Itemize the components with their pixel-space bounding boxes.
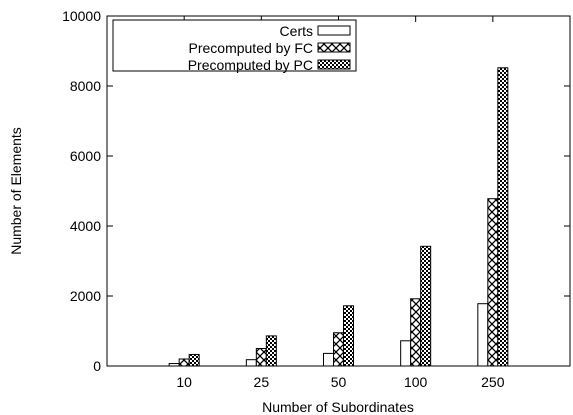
bar-empty-100 xyxy=(400,340,412,367)
bar-empty-50 xyxy=(323,352,334,367)
x-axis-label: Number of Subordinates xyxy=(262,399,414,415)
y-tick-label: 6000 xyxy=(70,148,101,164)
y-tick-label: 8000 xyxy=(70,78,101,94)
y-axis: 0 2000 4000 6000 8000 10000 xyxy=(62,8,570,374)
bar-dense-dots-50 xyxy=(343,305,354,367)
y-tick-label: 0 xyxy=(93,358,101,374)
legend-swatch xyxy=(317,42,351,53)
bar-dense-dots-250 xyxy=(497,67,509,367)
x-tick-label: 10 xyxy=(176,374,192,390)
bars-group xyxy=(168,67,509,367)
legend-label: Precomputed by PC xyxy=(188,57,313,73)
bar-dense-dots-100 xyxy=(420,245,432,367)
legend-label: Certs xyxy=(280,23,313,39)
legend-frame xyxy=(112,19,357,72)
bar-empty-10 xyxy=(168,363,180,367)
bar-crosshatch-100 xyxy=(410,298,422,367)
y-tick-label: 4000 xyxy=(70,218,101,234)
bar-crosshatch-10 xyxy=(178,358,190,367)
x-tick-label: 250 xyxy=(481,374,505,390)
bar-crosshatch-50 xyxy=(333,332,344,367)
bar-dense-dots-10 xyxy=(188,353,200,367)
x-tick-label: 25 xyxy=(254,374,270,390)
y-tick-label: 10000 xyxy=(62,8,101,24)
legend-swatch xyxy=(317,25,351,36)
y-axis-label: Number of Elements xyxy=(8,127,24,255)
bar-dense-dots-25 xyxy=(265,335,277,367)
bar-empty-25 xyxy=(245,359,257,367)
y-tick-label: 2000 xyxy=(70,288,101,304)
bar-crosshatch-25 xyxy=(255,348,267,367)
legend-swatch xyxy=(317,59,351,70)
bar-crosshatch-250 xyxy=(487,198,499,367)
x-tick-label: 50 xyxy=(331,374,347,390)
legend-label: Precomputed by FC xyxy=(189,40,314,56)
bar-empty-250 xyxy=(477,303,489,367)
x-tick-label: 100 xyxy=(404,374,428,390)
